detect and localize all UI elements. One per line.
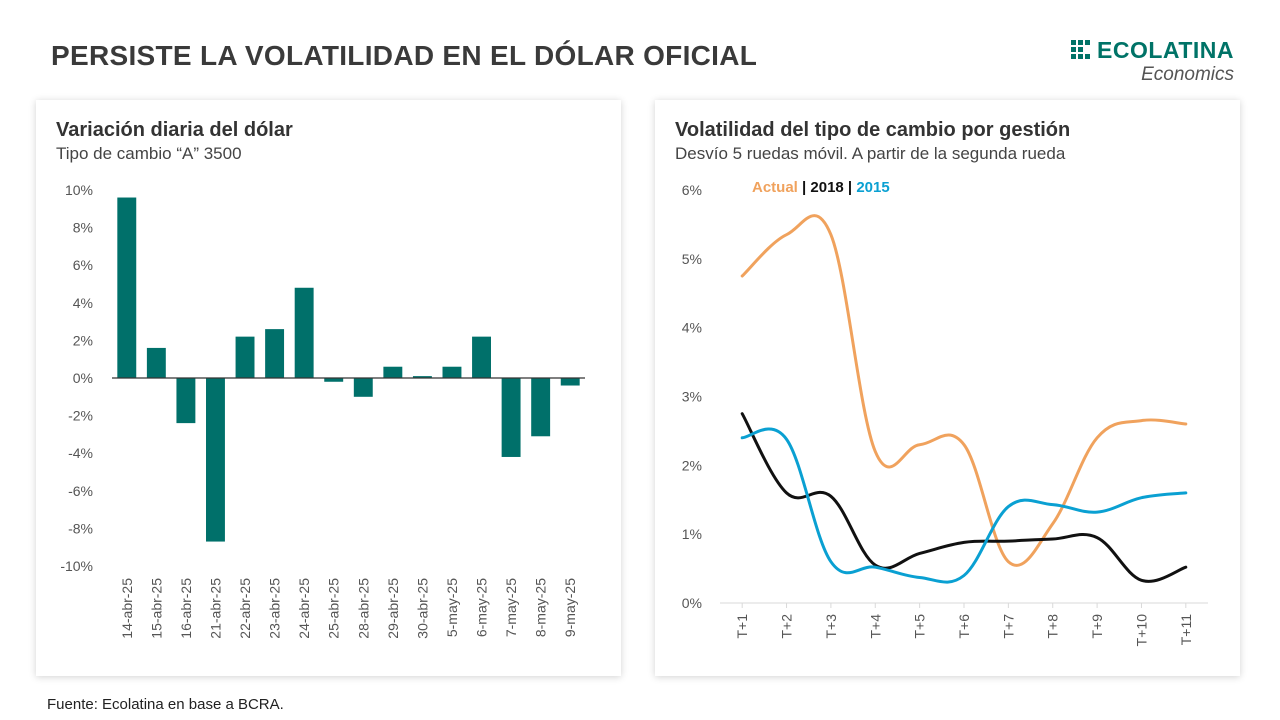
y-tick-label: 2% — [682, 457, 702, 473]
series-line-actual — [740, 214, 1188, 567]
bar — [235, 336, 255, 378]
y-tick-label: 8% — [73, 220, 93, 236]
y-tick-label: -8% — [68, 520, 93, 536]
bar — [117, 197, 137, 378]
bar — [146, 347, 166, 378]
y-tick-label: 3% — [682, 389, 702, 405]
logo-subtitle: Economics — [1141, 64, 1234, 85]
volatility-card: Volatilidad del tipo de cambio por gesti… — [655, 100, 1240, 676]
x-tick-label: 23-abr-25 — [267, 578, 283, 639]
x-tick-label: T+4 — [867, 614, 883, 639]
x-tick-label: T+10 — [1133, 614, 1149, 647]
series-line-2015 — [740, 427, 1188, 584]
y-tick-label: 6% — [682, 182, 702, 198]
x-tick-label: 9-may-25 — [562, 578, 578, 637]
page-title: PERSISTE LA VOLATILIDAD EN EL DÓLAR OFIC… — [51, 40, 758, 71]
bar — [324, 378, 344, 382]
y-tick-label: 5% — [682, 251, 702, 267]
bar-chart-subtitle: Tipo de cambio “A” 3500 — [56, 144, 242, 163]
x-tick-label: T+1 — [734, 614, 750, 639]
bar — [472, 336, 491, 378]
legend-entry-actual: Actual — [752, 179, 798, 196]
legend-entry-2018: 2018 — [810, 179, 844, 196]
bar — [176, 378, 196, 424]
legend-separator: | — [797, 179, 811, 196]
line-chart: 6% 5% 4% 3% 2% 1% 0% T+1 T+2 T+3 T+4 T+5 T+6 T+7 T+8 T+… — [682, 182, 1208, 647]
chart-legend: Actual | 2018 | 2015 — [752, 179, 890, 196]
legend-separator: | — [843, 179, 857, 196]
y-tick-label: 0% — [73, 370, 93, 386]
bar — [294, 287, 314, 378]
bar — [265, 329, 285, 378]
series-line-2018 — [740, 412, 1188, 583]
ecolatina-logo: ECOLATINA Economics — [1071, 38, 1234, 86]
bar — [442, 366, 462, 378]
x-tick-label: T+5 — [912, 614, 928, 639]
x-tick-label: 25-abr-25 — [326, 578, 342, 639]
bar — [353, 378, 373, 397]
x-tick-label: T+2 — [779, 614, 795, 639]
bar — [531, 378, 551, 437]
bar — [206, 378, 225, 542]
x-tick-label: 21-abr-25 — [207, 578, 223, 639]
bar — [501, 378, 521, 457]
daily-variation-card: Variación diaria del dólar Tipo de cambi… — [36, 100, 621, 676]
x-tick-label: 7-may-25 — [503, 578, 519, 637]
y-tick-label: -4% — [68, 445, 93, 461]
x-tick-label: T+9 — [1089, 614, 1105, 639]
x-tick-label: 24-abr-25 — [296, 578, 312, 639]
x-tick-label: T+3 — [823, 614, 839, 639]
x-tick-label: T+11 — [1178, 614, 1194, 645]
x-tick-label: 28-abr-25 — [355, 578, 371, 639]
x-tick-label: 29-abr-25 — [385, 578, 401, 639]
bar — [560, 378, 580, 386]
x-tick-label: 6-may-25 — [474, 578, 490, 637]
bar-chart: 10% 8% 6% 4% 2% 0% -2% -4% -6% -8% -10% 14-abr-25 15… — [60, 182, 585, 639]
source-note: Fuente: Ecolatina en base a BCRA. — [47, 696, 284, 713]
y-tick-label: 1% — [682, 526, 702, 542]
bar — [412, 376, 432, 378]
y-tick-label: 0% — [682, 595, 702, 611]
bar-chart-title: Variación diaria del dólar — [56, 119, 293, 141]
x-tick-label: 15-abr-25 — [148, 578, 164, 639]
x-tick-label: 14-abr-25 — [119, 578, 135, 639]
y-tick-label: 10% — [65, 182, 93, 198]
y-tick-label: 4% — [682, 320, 702, 336]
y-tick-label: 2% — [73, 332, 93, 348]
y-tick-label: 4% — [73, 295, 93, 311]
y-tick-label: -10% — [60, 558, 93, 574]
x-tick-label: 22-abr-25 — [237, 578, 253, 639]
x-tick-label: 16-abr-25 — [178, 578, 194, 639]
x-tick-label: T+7 — [1000, 614, 1016, 639]
bar — [383, 366, 403, 378]
y-tick-label: -2% — [68, 408, 93, 424]
x-tick-label: 5-may-25 — [444, 578, 460, 637]
logo-name: ECOLATINA — [1097, 37, 1234, 63]
x-tick-label: 8-may-25 — [533, 578, 549, 637]
x-tick-label: T+6 — [956, 614, 972, 639]
y-tick-label: 6% — [73, 257, 93, 273]
logo-grid-icon — [1071, 40, 1091, 59]
x-tick-label: T+8 — [1045, 614, 1061, 639]
line-chart-title: Volatilidad del tipo de cambio por gesti… — [675, 119, 1071, 141]
legend-entry-2015: 2015 — [856, 179, 890, 196]
y-tick-label: -6% — [68, 483, 93, 499]
line-chart-subtitle: Desvío 5 ruedas móvil. A partir de la se… — [675, 144, 1066, 163]
x-tick-label: 30-abr-25 — [414, 578, 430, 639]
